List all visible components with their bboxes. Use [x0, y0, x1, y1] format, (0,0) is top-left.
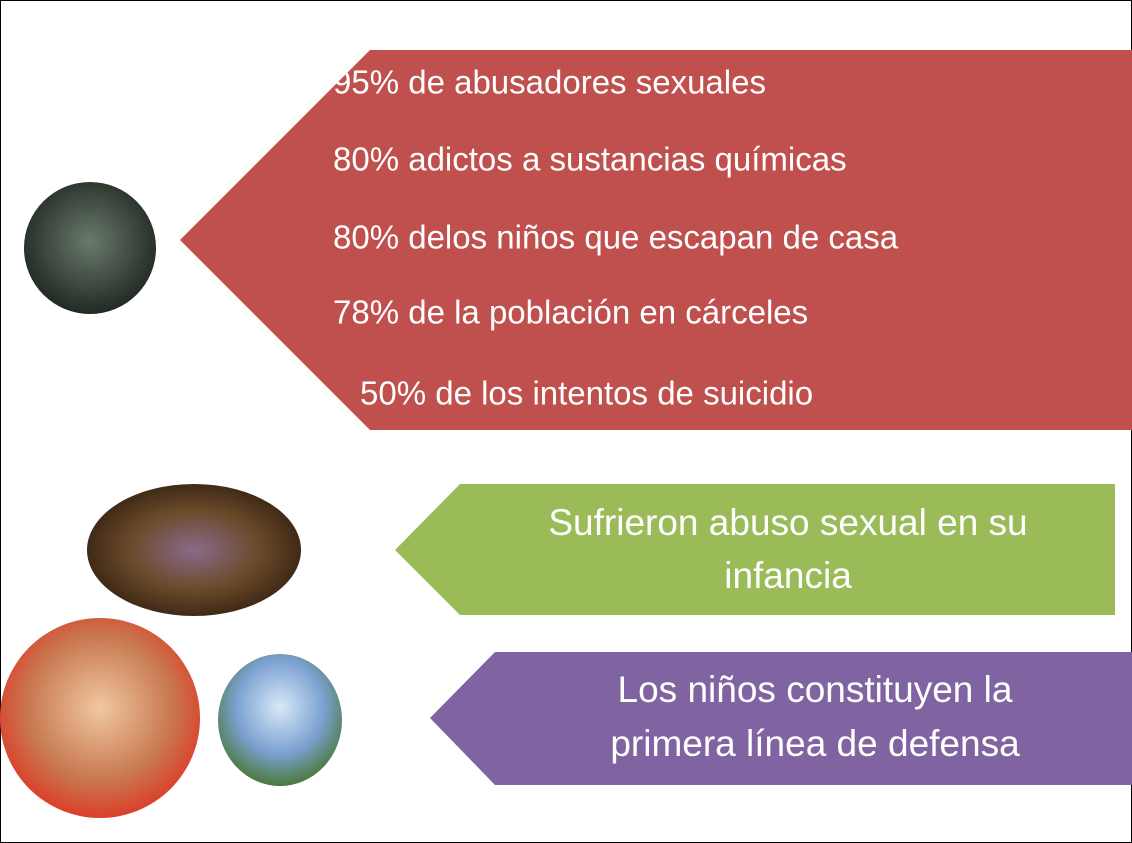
statistic: 50% de los intentos de suicidio — [360, 375, 813, 412]
slide: 95% de abusadores sexuales 80% adictos a… — [0, 0, 1132, 843]
illustration-sad-girl — [87, 484, 301, 616]
callout-line: infancia — [724, 555, 852, 596]
callout-line: Los niños constituyen la — [618, 669, 1013, 710]
callout-line: Sufrieron abuso sexual en su — [548, 502, 1027, 543]
photo-children — [0, 618, 200, 818]
statistic: 95% de abusadores sexuales — [333, 64, 766, 101]
photo-mother-child — [24, 182, 156, 314]
illustration-umbrella — [218, 654, 342, 786]
statistic: 80% delos niños que escapan de casa — [333, 219, 899, 256]
statistic: 78% de la población en cárceles — [333, 294, 808, 331]
statistic: 80% adictos a sustancias químicas — [333, 141, 847, 178]
callout-line: primera línea de defensa — [610, 723, 1020, 764]
